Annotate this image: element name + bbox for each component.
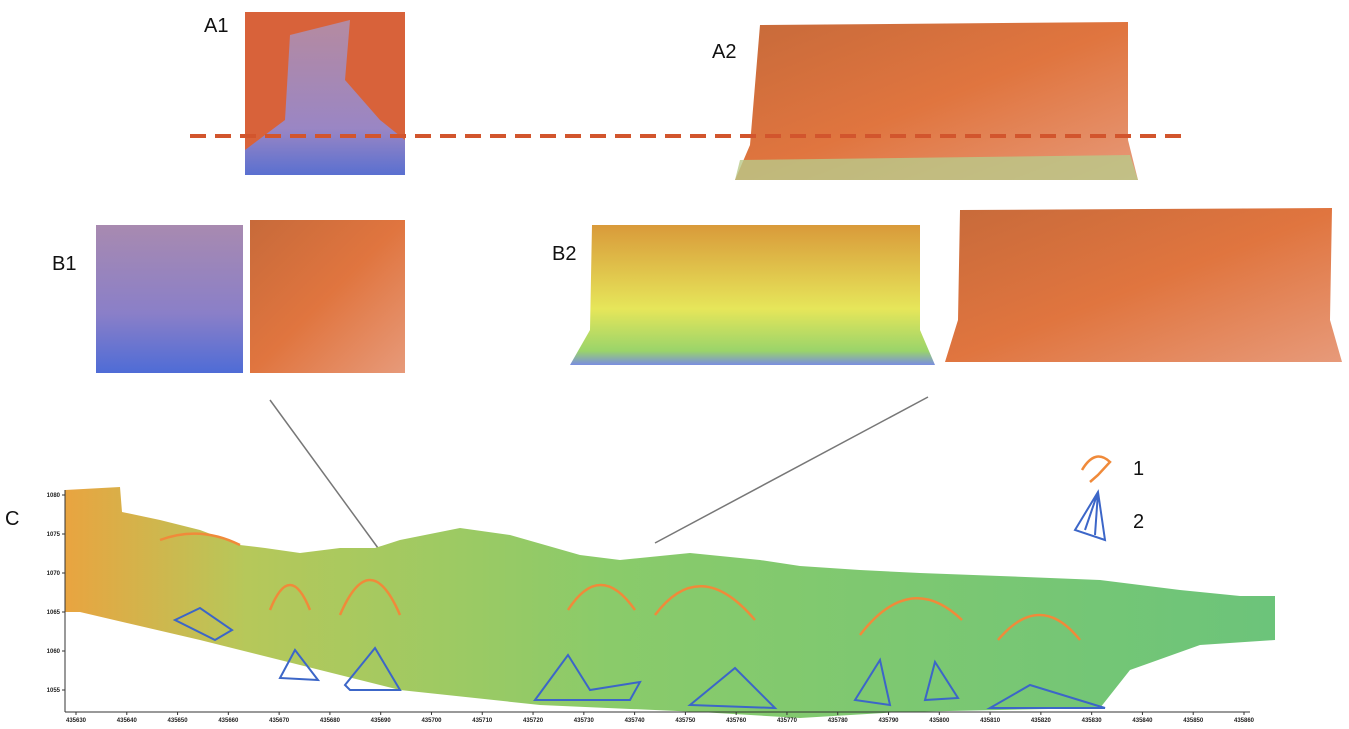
x-tick-label: 435860 xyxy=(1234,718,1255,724)
x-tick-label: 435670 xyxy=(269,718,290,724)
panel-label: A1 xyxy=(204,15,228,37)
connector xyxy=(269,399,379,549)
connector xyxy=(654,396,929,544)
x-tick-label: 435710 xyxy=(472,718,493,724)
x-tick-label: 435780 xyxy=(828,718,849,724)
x-tick-label: 435770 xyxy=(777,718,798,724)
panel-label: A2 xyxy=(712,41,736,63)
legend-label: 2 xyxy=(1133,511,1144,533)
panel-b2-left xyxy=(570,225,935,365)
y-tick-label: 1075 xyxy=(47,532,61,538)
terrain-c xyxy=(65,487,1275,718)
x-tick-label: 435760 xyxy=(726,718,747,724)
x-tick-label: 435820 xyxy=(1031,718,1052,724)
panel-a2-base xyxy=(735,155,1138,180)
legend-symbol-fan xyxy=(1073,489,1107,542)
panel-label: B2 xyxy=(552,243,576,265)
x-tick-label: 435800 xyxy=(929,718,950,724)
x-tick-label: 435730 xyxy=(574,718,595,724)
x-tick-label: 435850 xyxy=(1183,718,1204,724)
panel-b2-right xyxy=(945,208,1342,362)
legend-label: 1 xyxy=(1133,458,1144,480)
x-tick-label: 435660 xyxy=(218,718,239,724)
x-tick-label: 435750 xyxy=(675,718,696,724)
x-tick-label: 435630 xyxy=(66,718,87,724)
y-tick-label: 1060 xyxy=(47,649,61,655)
scarps xyxy=(159,532,1081,641)
x-tick-label: 435720 xyxy=(523,718,544,724)
x-tick-label: 435690 xyxy=(371,718,392,724)
x-tick-label: 435700 xyxy=(421,718,442,724)
panel-label: C xyxy=(5,508,19,530)
fans xyxy=(172,606,1106,710)
legend-symbol-scarp xyxy=(1080,455,1112,483)
panel-b1-left xyxy=(96,225,243,373)
x-tick-label: 435840 xyxy=(1132,718,1153,724)
y-tick-label: 1070 xyxy=(47,571,61,577)
x-tick-label: 435680 xyxy=(320,718,341,724)
panel-a2-image xyxy=(735,22,1138,180)
x-tick-label: 435810 xyxy=(980,718,1001,724)
x-tick-label: 435790 xyxy=(879,718,900,724)
x-tick-label: 435830 xyxy=(1082,718,1103,724)
y-tick-label: 1055 xyxy=(47,688,61,694)
x-tick-label: 435640 xyxy=(117,718,138,724)
panel-b1-right xyxy=(250,220,405,373)
y-tick-label: 1065 xyxy=(47,610,61,616)
y-tick-label: 1080 xyxy=(47,493,61,499)
x-tick-label: 435740 xyxy=(625,718,646,724)
x-tick-label: 435650 xyxy=(168,718,189,724)
panel-label: B1 xyxy=(52,253,76,275)
